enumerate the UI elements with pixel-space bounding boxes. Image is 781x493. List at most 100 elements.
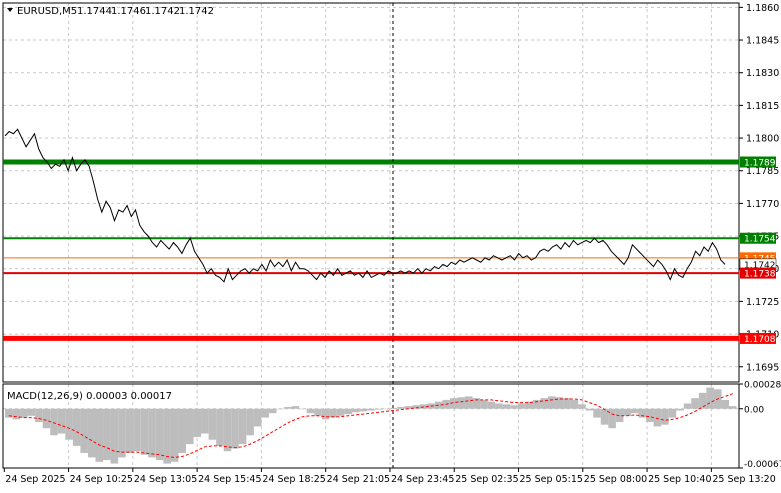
macd-bar	[186, 408, 194, 445]
macd-bar	[125, 408, 134, 453]
macd-bar	[359, 408, 367, 412]
level-label: 1.1738	[744, 270, 776, 280]
macd-bar	[12, 408, 21, 420]
macd-bar	[276, 408, 285, 410]
macd-bar	[253, 408, 262, 427]
macd-bar	[570, 399, 579, 409]
macd-bar	[578, 404, 586, 409]
macd-bar	[585, 408, 594, 411]
macd-bar	[193, 408, 202, 438]
macd-bar	[630, 408, 639, 414]
main-grid	[3, 3, 739, 382]
macd-bar	[465, 396, 473, 409]
price-tick-label: 1.1845	[746, 36, 779, 47]
macd-bar	[397, 406, 405, 409]
price-tick-label: 1.1725	[746, 297, 779, 308]
macd-bar	[148, 408, 156, 458]
ohlc-high: 1.1746	[111, 6, 146, 17]
macd-bar	[698, 392, 707, 409]
macd-bar	[706, 387, 714, 409]
macd-bar	[118, 408, 126, 458]
time-tick-label: 24 Sep 2025	[5, 474, 65, 485]
macd-bar	[457, 397, 466, 409]
macd-tick-label: 0.00	[744, 405, 764, 415]
macd-bar	[299, 408, 307, 410]
level-label-box	[740, 267, 776, 279]
price-tick-label: 1.1860	[746, 3, 779, 14]
ohlc-low: 1.1742	[145, 6, 180, 17]
macd-bar	[110, 408, 119, 464]
macd-bar	[540, 398, 548, 409]
macd-bar	[291, 406, 300, 409]
macd-bar	[208, 408, 217, 440]
price-tick-label: 1.1785	[746, 166, 779, 177]
macd-bar	[487, 401, 496, 409]
macd-bar	[261, 408, 269, 418]
macd-tick-label: 0.00028	[744, 381, 781, 391]
macd-bar	[65, 408, 73, 440]
macd-bar	[80, 408, 88, 453]
macd-bar	[246, 408, 254, 436]
macd-bar	[5, 408, 13, 418]
macd-plot-frame	[2, 383, 740, 469]
macd-bar	[336, 408, 345, 416]
level-label-box	[740, 156, 776, 168]
macd-bar	[600, 408, 609, 425]
macd-bar	[510, 405, 518, 409]
price-line	[4, 128, 726, 283]
macd-axis: 0.00028 0.00 -0.00067	[739, 381, 781, 470]
macd-bar	[412, 405, 420, 409]
macd-bar	[321, 408, 330, 420]
collapse-triangle-icon[interactable]	[7, 8, 13, 12]
macd-bar	[676, 408, 684, 411]
time-tick-label: 24 Sep 21:05	[327, 474, 390, 485]
macd-bar	[155, 408, 164, 461]
macd-bar	[404, 406, 413, 409]
macd-bar	[103, 408, 111, 461]
price-tick-label: 1.1830	[746, 68, 779, 79]
macd-bar	[133, 408, 141, 452]
level-label-box	[740, 232, 776, 244]
ohlc-open: 1.1744	[77, 6, 112, 17]
macd-bar	[374, 408, 383, 410]
macd-bar	[525, 401, 533, 409]
macd-bar	[389, 407, 398, 409]
macd-bar	[216, 408, 224, 446]
price-tick-label: 1.1695	[746, 362, 779, 373]
ohlc-close: 1.1742	[179, 6, 214, 17]
macd-bar	[653, 408, 662, 427]
macd-bar	[329, 408, 337, 418]
macd-bar	[351, 408, 360, 413]
time-tick-label: 24 Sep 23:45	[391, 474, 454, 485]
chart-header: EURUSD,M5 1.1744 1.1746 1.1742 1.1742	[7, 6, 214, 17]
macd-bar	[72, 408, 81, 446]
macd-bar	[42, 408, 51, 429]
macd-bar	[638, 408, 647, 418]
macd-bar	[434, 401, 443, 409]
macd-bar	[691, 398, 699, 409]
macd-bar	[367, 408, 375, 411]
time-tick-label: 24 Sep 13:05	[134, 474, 197, 485]
macd-bar	[593, 408, 601, 418]
time-tick-label: 24 Sep 10:25	[70, 474, 133, 485]
price-tick-label: 1.1770	[746, 199, 779, 210]
macd-bar	[532, 399, 541, 409]
price-tick-label: 1.1800	[746, 134, 779, 145]
time-axis: 24 Sep 2025 24 Sep 10:25 24 Sep 13:05 24 Se…	[3, 468, 776, 485]
symbol-label: EURUSD,M5	[17, 6, 77, 17]
macd-bar	[721, 399, 729, 409]
macd-bar	[231, 408, 239, 449]
macd-bar	[548, 396, 556, 409]
level-label-box	[740, 252, 776, 264]
macd-bar	[140, 408, 149, 455]
macd-bar	[20, 408, 28, 418]
macd-bar	[563, 398, 571, 409]
time-tick-label: 25 Sep 10:40	[648, 474, 711, 485]
macd-bar	[178, 408, 186, 453]
macd-bar	[382, 408, 390, 410]
price-levels	[3, 159, 739, 341]
macd-bar	[201, 408, 209, 434]
macd-title: MACD(12,26,9) 0.00003 0.00017	[7, 391, 172, 402]
